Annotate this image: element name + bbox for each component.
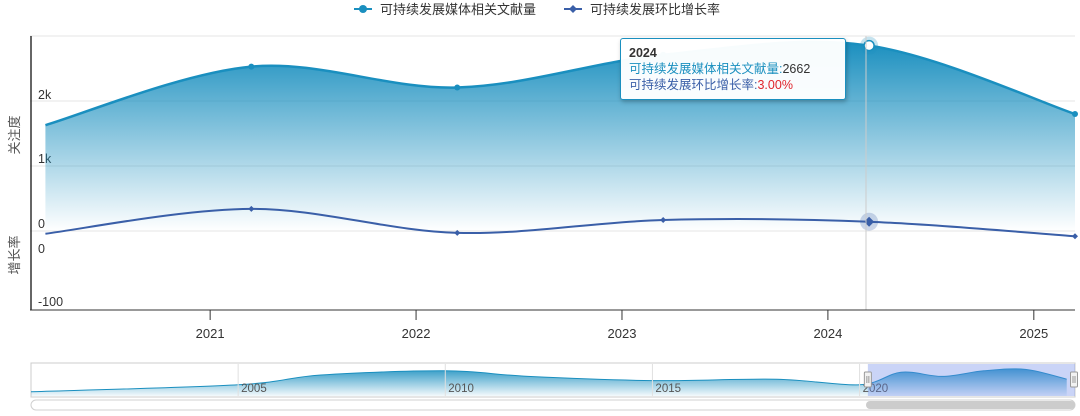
top-y-tick-label: 2k [38, 88, 52, 102]
tooltip-title: 2024 [629, 46, 657, 60]
x-tick-label: 2022 [402, 326, 431, 341]
x-tick-label: 2023 [608, 326, 637, 341]
tooltip: 2024 可持续发展媒体相关文献量:2662 可持续发展环比增长率:3.00% [620, 38, 846, 100]
top-y-tick-label: 0 [38, 217, 45, 231]
series-line [45, 207, 1076, 238]
x-tick-label: 2024 [813, 326, 842, 341]
navigator-selection[interactable] [867, 364, 1075, 396]
x-tick-label: 2021 [196, 326, 225, 341]
x-tick-label: 2025 [1019, 326, 1048, 341]
tooltip-row-literature: 可持续发展媒体相关文献量:2662 [629, 61, 837, 77]
scrollbar-thumb[interactable] [866, 401, 1075, 409]
data-point[interactable] [454, 84, 461, 91]
series-growth-rate [45, 205, 1078, 240]
legend-item-series-2[interactable]: 可持续发展环比增长率 [564, 2, 720, 17]
x-axis: 2021 2022 2023 2024 2025 [30, 309, 1075, 341]
bottom-y-tick-label: -100 [38, 295, 63, 309]
navigator-tick-label: 2005 [241, 383, 267, 395]
tooltip-row2-label: 可持续发展环比增长率: [629, 78, 758, 92]
tooltip-row2-value: 3.00% [757, 78, 793, 92]
legend-label-series-1: 可持续发展媒体相关文献量 [380, 2, 536, 17]
scrollbar[interactable] [30, 399, 1076, 411]
data-point[interactable] [454, 229, 461, 236]
series-literature-volume [45, 36, 1078, 232]
bottom-y-axis-title: 增长率 [7, 235, 22, 274]
navigator-handle[interactable] [1070, 371, 1078, 388]
data-point[interactable] [1072, 233, 1078, 240]
navigator-area [31, 368, 1067, 396]
legend-item-series-1[interactable]: 可持续发展媒体相关文献量 [354, 2, 536, 17]
tooltip-row1-label: 可持续发展媒体相关文献量: [629, 62, 783, 76]
navigator-tick-label: 2010 [448, 383, 474, 395]
series-line [45, 40, 1076, 127]
data-point[interactable] [248, 205, 255, 212]
area-fill [45, 41, 1076, 232]
navigator-line [30, 368, 1067, 393]
tooltip-row1-value: 2662 [782, 62, 811, 76]
legend-label-series-2: 可持续发展环比增长率 [590, 2, 720, 17]
top-y-axis-title: 关注度 [7, 115, 22, 154]
data-point[interactable] [1072, 111, 1078, 117]
navigator-tick-label: 2015 [655, 383, 681, 395]
data-point[interactable] [863, 39, 875, 52]
data-point[interactable] [660, 217, 667, 223]
bottom-y-tick-label: 0 [38, 242, 45, 256]
data-point[interactable] [248, 63, 255, 70]
tooltip-row-growth: 可持续发展环比增长率:3.00% [629, 77, 837, 93]
navigator[interactable]: 2005 2010 2015 2020 [30, 362, 1078, 398]
legend: 可持续发展媒体相关文献量 可持续发展环比增长率 [354, 2, 720, 17]
navigator-handle[interactable] [863, 371, 872, 388]
data-point[interactable] [864, 216, 875, 227]
